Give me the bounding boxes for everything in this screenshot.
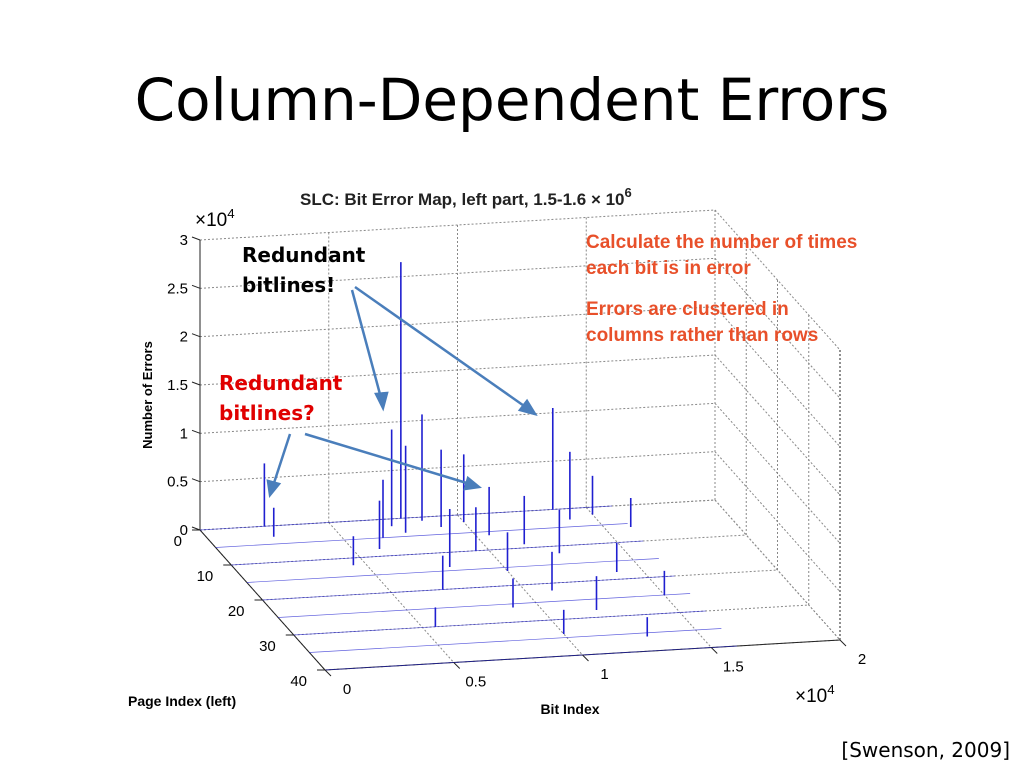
arrows	[266, 285, 538, 498]
tick-mark	[324, 669, 332, 677]
x-tick-label: 1	[600, 666, 608, 683]
mesh-row	[215, 523, 628, 548]
tick-mark	[191, 236, 201, 241]
arrowhead	[463, 475, 482, 491]
x-axis-label: Bit Index	[540, 701, 599, 717]
y-tick-label: 20	[228, 603, 245, 620]
z-tick-label: 2	[180, 329, 188, 346]
z-tick-label: 1	[180, 425, 188, 442]
x-tick-label: 1.5	[723, 659, 744, 676]
annotation: Redundant	[242, 243, 366, 267]
y-tick-label: 30	[259, 638, 276, 655]
tick-mark	[710, 647, 718, 654]
annotation: Redundant	[219, 371, 343, 395]
arrowhead	[517, 398, 538, 417]
note: Calculate the number of times	[586, 232, 857, 253]
slide-title: Column-Dependent Errors	[135, 66, 890, 134]
mesh-row	[246, 558, 659, 583]
tick-mark	[191, 381, 201, 386]
z-tick-label: 3	[180, 232, 188, 249]
arrow	[350, 289, 383, 399]
arrowhead	[266, 479, 282, 498]
plot: 00.511.522.530 0.5 1 1.5 2010203040×104×104S…	[128, 185, 866, 717]
note: columns rather than rows	[586, 325, 818, 346]
mesh-row	[309, 628, 722, 653]
x-multiplier: ×104	[795, 682, 835, 707]
tick-mark	[191, 478, 201, 483]
note: each bit is in error	[586, 258, 751, 279]
tick-mark	[839, 639, 847, 647]
arrow	[354, 285, 528, 410]
x-tick-label: 0	[343, 681, 351, 698]
mesh-row	[231, 540, 644, 566]
z-multiplier: ×104	[195, 206, 235, 231]
tick-mark	[191, 333, 201, 338]
mesh-row	[324, 645, 738, 671]
y-tick-label: 10	[197, 568, 214, 585]
tick-mark	[453, 662, 461, 669]
y-tick-label: 0	[174, 533, 182, 550]
z-tick-label: 1.5	[167, 377, 188, 394]
mesh-row	[262, 575, 675, 601]
annotation: bitlines!	[242, 273, 335, 297]
tick-mark	[582, 654, 589, 662]
annotation: bitlines?	[219, 401, 315, 425]
citation: [Swenson, 2009]	[841, 738, 1010, 762]
z-tick-label: 0.5	[167, 474, 188, 491]
tick-mark	[191, 429, 201, 434]
y-tick-label: 40	[290, 673, 307, 690]
x-tick-label: 0.5	[465, 674, 486, 691]
arrowhead	[374, 391, 389, 412]
mesh-row	[278, 593, 691, 618]
note: Errors are clustered in	[586, 299, 789, 320]
x-tick-label: 2	[858, 651, 866, 668]
z-axis-label: Number of Errors	[140, 341, 155, 449]
y-axis-label: Page Index (left)	[128, 693, 236, 709]
tick-mark	[191, 284, 201, 289]
z-tick-label: 0	[180, 522, 188, 539]
arrow	[304, 432, 471, 486]
arrow	[271, 433, 292, 487]
z-tick-label: 2.5	[167, 280, 188, 297]
mesh-row	[293, 610, 706, 636]
chart-title: SLC: Bit Error Map, left part, 1.5-1.6 ×…	[300, 185, 632, 209]
